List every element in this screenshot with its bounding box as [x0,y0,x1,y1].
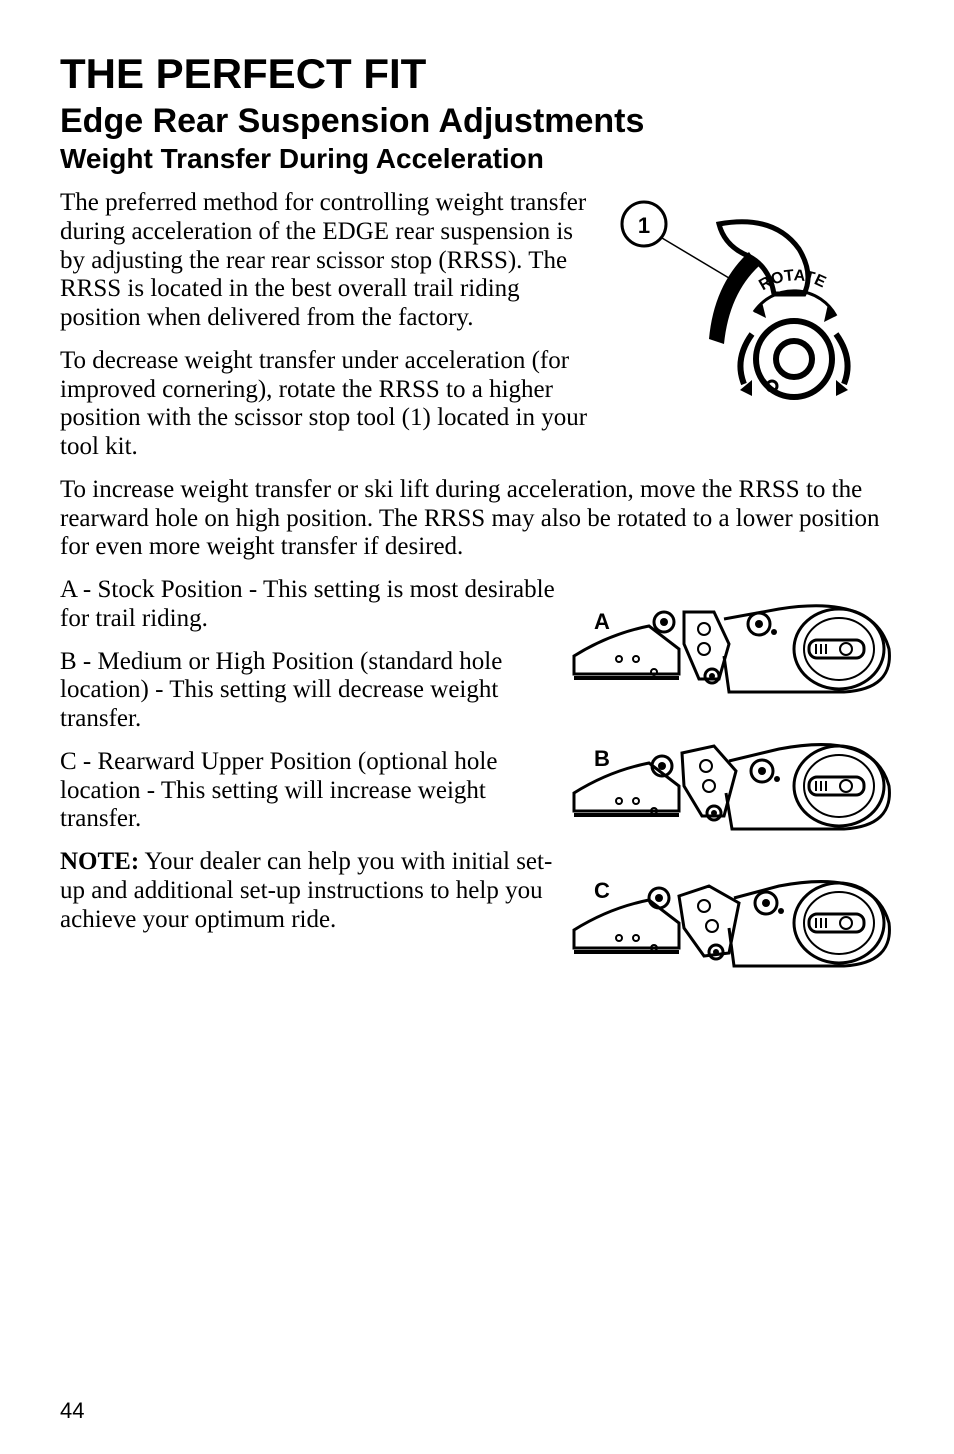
top-content-block: The preferred method for controlling wei… [60,189,894,476]
rrss-tool-figure: 1 ROTATE [604,194,884,419]
section-heading: Edge Rear Suspension Adjustments [60,102,894,141]
positions-figure-column: A [564,594,894,983]
position-c-icon: C [564,868,894,978]
subsection-heading: Weight Transfer During Acceleration [60,143,894,175]
item-c: C - Rearward Upper Position (optional ho… [60,748,560,834]
rrss-tool-icon: 1 ROTATE [604,194,884,414]
paragraph-3: To increase weight transfer or ski lift … [60,476,894,562]
positions-text-column: A - Stock Position - This setting is mos… [60,576,560,948]
paragraph-1: The preferred method for controlling wei… [60,189,590,333]
page-title: THE PERFECT FIT [60,50,894,98]
callout-1-label: 1 [638,213,650,238]
position-a-label: A [594,609,610,634]
page-number: 44 [60,1398,84,1424]
top-text-column: The preferred method for controlling wei… [60,189,590,476]
paragraph-2: To decrease weight transfer under accele… [60,347,590,462]
position-c-label: C [594,878,610,903]
item-a: A - Stock Position - This setting is mos… [60,576,560,634]
position-b-label: B [594,746,610,771]
note-label: NOTE: [60,848,139,875]
position-b-icon: B [564,731,894,841]
note-paragraph: NOTE: Your dealer can help you with init… [60,848,560,934]
item-b: B - Medium or High Position (standard ho… [60,648,560,734]
positions-block: A - Stock Position - This setting is mos… [60,576,894,983]
position-a-icon: A [564,594,894,704]
